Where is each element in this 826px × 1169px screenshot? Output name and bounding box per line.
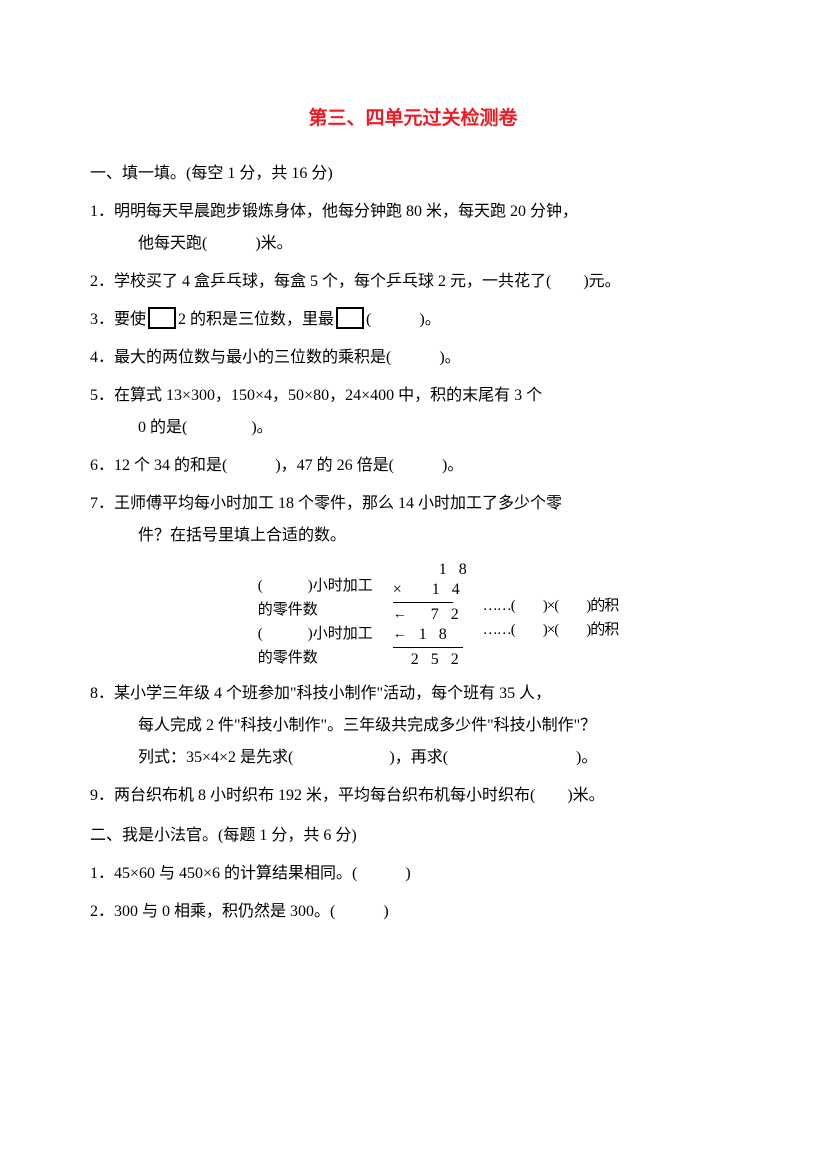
title-text: 第三、四单元过关检测卷 [308,108,517,129]
q3-part3: ( )。 [366,311,441,328]
q7-line2: 件？在括号里填上合适的数。 [90,520,736,552]
q7-line1: 7．王师傅平均每小时加工 18 个零件，那么 14 小时加工了多少个零 [90,488,736,520]
figure-right-labels: ……( )×( )的积 ……( )×( )的积 [483,560,618,670]
s2-q2-text: 2．300 与 0 相乘，积仍然是 300。( ) [90,903,389,920]
section1-header: 一、填一填。(每空 1 分，共 16 分) [90,158,736,190]
fig-left-2: 的零件数 [258,598,373,622]
q1: 1．明明每天早晨跑步锻炼身体，他每分钟跑 80 米，每天跑 20 分钟， 他每天… [90,196,736,260]
q2-text: 2．学校买了 4 盒乒乓球，每盒 5 个，每个乒乓球 2 元，一共花了( )元。 [90,273,621,290]
calc-18: 1 8 [415,560,471,580]
box-icon [336,307,364,329]
figure-left-labels: ( )小时加工 的零件数 ( )小时加工 的零件数 [258,560,373,670]
q5-line1: 5．在算式 13×300，150×4，50×80，24×400 中，积的末尾有 … [90,380,736,412]
page-title: 第三、四单元过关检测卷 [90,100,736,138]
q3-part2: 2 的积是三位数，里最 [178,311,334,328]
q4: 4．最大的两位数与最小的三位数的乘积是( )。 [90,342,736,374]
q6: 6．12 个 34 的和是( )，47 的 26 倍是( )。 [90,450,736,482]
fig-right-2: ……( )×( )的积 [483,622,618,638]
s2-q1: 1．45×60 与 450×6 的计算结果相同。( ) [90,858,736,890]
arrow-left-icon: ← [393,606,407,624]
calc-14: 1 4 [408,580,464,600]
q7: 7．王师傅平均每小时加工 18 个零件，那么 14 小时加工了多少个零 件？在括… [90,488,736,552]
section2-header: 二、我是小法官。(每题 1 分，共 6 分) [90,820,736,852]
s2-q1-text: 1．45×60 与 450×6 的计算结果相同。( ) [90,865,411,882]
calc-line-icon [393,647,463,648]
q7-figure: ( )小时加工 的零件数 ( )小时加工 的零件数 1 8 ×1 4 ←7 2 … [90,560,736,670]
calc-line-icon [393,602,453,603]
s2-q2: 2．300 与 0 相乘，积仍然是 300。( ) [90,896,736,928]
q2: 2．学校买了 4 盒乒乓球，每盒 5 个，每个乒乓球 2 元，一共花了( )元。 [90,266,736,298]
fig-left-4: 的零件数 [258,646,373,670]
q9-text: 9．两台织布机 8 小时织布 192 米，平均每台织布机每小时织布( )米。 [90,787,605,804]
q9: 9．两台织布机 8 小时织布 192 米，平均每台织布机每小时织布( )米。 [90,780,736,812]
q6-text: 6．12 个 34 的和是( )，47 的 26 倍是( )。 [90,457,463,474]
q4-text: 4．最大的两位数与最小的三位数的乘积是( )。 [90,349,461,366]
box-icon [148,307,176,329]
q8: 8．某小学三年级 4 个班参加"科技小制作"活动，每个班有 35 人， 每人完成… [90,678,736,774]
q8-line2: 每人完成 2 件"科技小制作"。三年级共完成多少件"科技小制作"？ [90,710,736,742]
fig-right-1: ……( )×( )的积 [483,598,618,614]
q3-part1: 3．要使 [90,311,146,328]
calc-18b: 1 8 [407,625,451,645]
calc-72: 7 2 [407,605,463,625]
fig-left-1: ( )小时加工 [258,574,373,598]
q1-line1: 1．明明每天早晨跑步锻炼身体，他每分钟跑 80 米，每天跑 20 分钟， [90,196,736,228]
calc-252: 2 5 2 [393,650,463,670]
q8-line3: 列式：35×4×2 是先求( )，再求( )。 [90,742,736,774]
arrow-left-icon: ← [393,626,407,644]
q5-line2: 0 的是( )。 [90,412,736,444]
fig-left-3: ( )小时加工 [258,622,373,646]
vertical-multiplication: 1 8 ×1 4 ←7 2 ←1 8 2 5 2 [393,560,471,670]
q3: 3．要使 2 的积是三位数，里最 ( )。 [90,304,736,336]
q8-line1: 8．某小学三年级 4 个班参加"科技小制作"活动，每个班有 35 人， [90,678,736,710]
q1-line2: 他每天跑( )米。 [90,228,736,260]
q5: 5．在算式 13×300，150×4，50×80，24×400 中，积的末尾有 … [90,380,736,444]
